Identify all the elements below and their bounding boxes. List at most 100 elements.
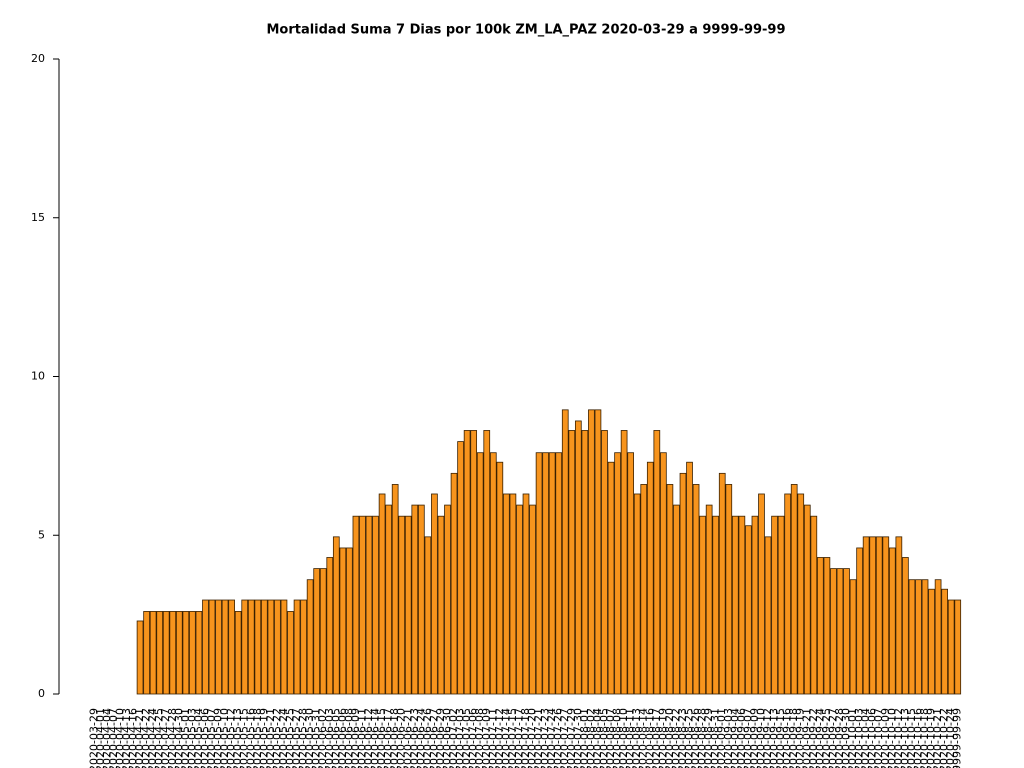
- bar: [208, 599, 216, 695]
- x-tick-label: 2020-05-07: [205, 708, 218, 768]
- bar: [895, 536, 903, 695]
- x-tick-label: 2020-05-03: [185, 708, 198, 768]
- x-tick-label: 2020-07-30: [571, 708, 584, 768]
- bar: [503, 493, 510, 695]
- bar: [594, 409, 602, 695]
- x-tick-label: 2020-09-12: [761, 708, 774, 768]
- x-tick-label: 2020-10-18: [918, 708, 931, 768]
- bar: [254, 599, 262, 695]
- bar: [391, 484, 399, 695]
- x-tick-label: 2020-07-23: [539, 708, 552, 768]
- bar: [790, 484, 798, 695]
- bar: [836, 568, 844, 695]
- x-tick-label: 2020-09-10: [754, 708, 767, 768]
- bar: [843, 568, 850, 695]
- bar: [306, 579, 314, 695]
- bar: [758, 493, 765, 695]
- x-tick-label: 2020-10-06: [866, 708, 879, 768]
- x-tick-label: 2020-05-16: [244, 708, 257, 768]
- x-tick-label: 2020-04-22: [140, 708, 153, 768]
- x-tick-label: 2020-07-09: [480, 708, 493, 768]
- bar: [745, 525, 752, 695]
- x-tick-label: 2020-07-05: [460, 708, 473, 768]
- x-tick-label: 2020-05-09: [212, 708, 225, 768]
- bar: [319, 568, 327, 695]
- bar: [476, 452, 484, 695]
- x-tick-label: 2020-08-10: [617, 708, 630, 768]
- bar: [182, 611, 190, 695]
- x-tick-label: 2020-04-25: [153, 708, 166, 768]
- x-tick-label: 2020-06-20: [395, 708, 408, 768]
- x-tick-label: 2020-04-10: [113, 708, 126, 768]
- bar: [280, 599, 288, 695]
- x-tick-label: 2020-05-27: [290, 708, 303, 768]
- x-tick-label: 2020-06-14: [369, 708, 382, 768]
- x-tick-label: 2020-07-18: [519, 708, 532, 768]
- x-tick-label: 2020-05-22: [270, 708, 283, 768]
- bar: [202, 599, 209, 695]
- y-tick-label: 20: [31, 52, 45, 65]
- bar: [489, 452, 497, 695]
- x-tick-label: 2020-08-13: [630, 708, 643, 768]
- bar: [646, 461, 654, 695]
- x-tick-label: 2020-07-12: [493, 708, 506, 768]
- bar: [862, 536, 870, 695]
- x-tick-label: 2020-05-15: [238, 708, 251, 768]
- x-tick-label: 2020-04-01: [94, 708, 107, 768]
- x-tick-label: 2020-09-04: [728, 708, 741, 768]
- x-tick-label: 2020-09-18: [787, 708, 800, 768]
- x-tick-label: 2020-10-22: [938, 708, 951, 768]
- bar: [300, 599, 307, 695]
- x-tick-label: 2020-08-25: [683, 708, 696, 768]
- x-tick-label: 2020-09-25: [820, 708, 833, 768]
- x-tick-label: 2020-10-04: [859, 708, 872, 768]
- x-tick-label: 2020-07-06: [467, 708, 480, 768]
- x-tick-label: 2020-04-24: [146, 708, 159, 768]
- x-tick-label: 2020-09-01: [715, 708, 728, 768]
- bar: [830, 568, 837, 695]
- x-tick-label: 2020-08-23: [676, 708, 689, 768]
- x-tick-label: 2020-06-23: [408, 708, 421, 768]
- x-tick-label: 2020-09-07: [741, 708, 754, 768]
- bar: [784, 493, 791, 695]
- x-tick-label: 2020-03-29: [87, 708, 100, 768]
- bar: [189, 611, 196, 695]
- x-tick-label: 2020-07-27: [558, 708, 571, 768]
- x-tick-label: 2020-09-30: [840, 708, 853, 768]
- bar: [169, 611, 177, 695]
- bar: [908, 579, 916, 695]
- x-tick-label: 2020-05-19: [257, 708, 270, 768]
- bar: [339, 547, 347, 695]
- x-tick-label: 2020-09-03: [722, 708, 735, 768]
- x-tick-label: 2020-05-01: [179, 708, 192, 768]
- x-tick-label: 2020-06-12: [362, 708, 375, 768]
- x-tick-label: 2020-04-16: [127, 708, 140, 768]
- x-tick-label: 2020-07-20: [526, 708, 539, 768]
- x-tick-label: 2020-08-28: [696, 708, 709, 768]
- x-tick-label: 2020-07-24: [545, 708, 558, 768]
- x-tick-label: 2020-05-06: [198, 708, 211, 768]
- x-tick-label: 2020-09-19: [794, 708, 807, 768]
- bar: [221, 599, 229, 695]
- bar: [574, 420, 582, 695]
- bar: [934, 579, 942, 695]
- x-tick-label: 2020-08-02: [584, 708, 597, 768]
- x-tick-label: 2020-06-11: [355, 708, 368, 768]
- bar: [660, 452, 667, 695]
- bar: [803, 504, 811, 695]
- x-tick-label: 2020-06-21: [401, 708, 414, 768]
- bar: [332, 536, 340, 695]
- bar: [601, 430, 608, 695]
- bar: [810, 515, 818, 695]
- bar: [398, 515, 406, 695]
- bar: [444, 504, 451, 695]
- bar: [326, 557, 334, 695]
- bar: [921, 579, 929, 695]
- bar: [267, 599, 275, 695]
- x-tick-label: 2020-10-15: [905, 708, 918, 768]
- bar: [849, 579, 857, 695]
- x-tick-label: 2020-09-24: [813, 708, 826, 768]
- bar: [359, 515, 366, 695]
- x-tick-label: 2020-09-13: [768, 708, 781, 768]
